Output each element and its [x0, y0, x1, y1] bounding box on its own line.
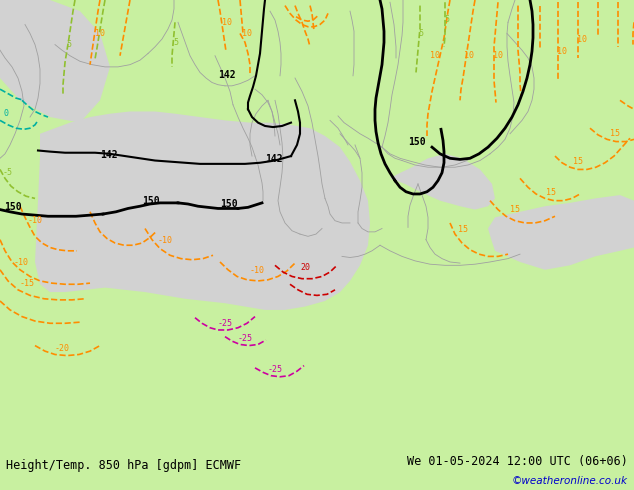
Text: 10: 10 — [430, 51, 440, 60]
Text: 0: 0 — [4, 109, 9, 118]
Text: 150: 150 — [4, 201, 22, 212]
Text: 5: 5 — [66, 40, 71, 49]
Text: 5: 5 — [444, 15, 449, 24]
Polygon shape — [390, 154, 495, 210]
Text: 150: 150 — [408, 137, 425, 147]
Text: 10: 10 — [577, 35, 587, 45]
Text: 10: 10 — [493, 51, 503, 60]
Text: -5: -5 — [3, 168, 13, 177]
Text: 20: 20 — [300, 263, 310, 272]
Polygon shape — [0, 0, 110, 122]
Text: 15: 15 — [510, 205, 520, 214]
Text: -25: -25 — [268, 366, 283, 374]
Text: -15: -15 — [20, 279, 35, 289]
Text: -10: -10 — [28, 216, 43, 225]
Text: 15: 15 — [610, 129, 620, 138]
Text: 150: 150 — [220, 199, 238, 209]
Text: ©weatheronline.co.uk: ©weatheronline.co.uk — [512, 476, 628, 487]
Text: 142: 142 — [218, 70, 236, 80]
Text: 15: 15 — [546, 188, 556, 197]
Text: Height/Temp. 850 hPa [gdpm] ECMWF: Height/Temp. 850 hPa [gdpm] ECMWF — [6, 459, 242, 472]
Text: 10: 10 — [95, 29, 105, 38]
Polygon shape — [35, 112, 370, 310]
Text: 150: 150 — [142, 196, 160, 206]
Text: 5: 5 — [173, 38, 178, 47]
Text: 10: 10 — [557, 47, 567, 55]
Text: -25: -25 — [218, 318, 233, 327]
Polygon shape — [238, 251, 262, 276]
Text: 142: 142 — [100, 150, 118, 160]
Text: We 01-05-2024 12:00 UTC (06+06): We 01-05-2024 12:00 UTC (06+06) — [407, 455, 628, 468]
Text: 15: 15 — [573, 157, 583, 166]
Text: -10: -10 — [158, 236, 173, 245]
Text: 10: 10 — [222, 18, 232, 26]
Text: -10: -10 — [14, 258, 29, 268]
Text: 5: 5 — [418, 29, 423, 38]
Text: -10: -10 — [250, 266, 265, 275]
Text: 10: 10 — [464, 51, 474, 60]
Polygon shape — [488, 195, 634, 270]
Text: 10: 10 — [242, 29, 252, 38]
Text: 142: 142 — [265, 154, 283, 164]
Text: -20: -20 — [55, 344, 70, 353]
Text: -25: -25 — [238, 334, 253, 343]
Text: 15: 15 — [458, 225, 468, 234]
